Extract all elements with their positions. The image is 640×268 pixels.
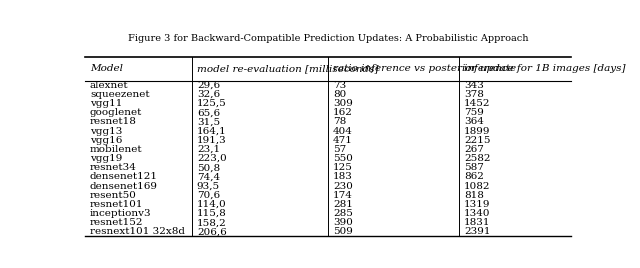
Text: 73: 73 [333, 81, 346, 90]
Text: 285: 285 [333, 209, 353, 218]
Text: 281: 281 [333, 200, 353, 209]
Text: 378: 378 [464, 90, 484, 99]
Text: model re-evaluation [milliseconds]: model re-evaluation [milliseconds] [197, 64, 378, 73]
Text: 29,6: 29,6 [197, 81, 220, 90]
Text: Figure 3 for Backward-Compatible Prediction Updates: A Probabilistic Approach: Figure 3 for Backward-Compatible Predict… [128, 34, 528, 43]
Text: 471: 471 [333, 136, 353, 145]
Text: 404: 404 [333, 126, 353, 136]
Text: vgg19: vgg19 [90, 154, 122, 163]
Text: 164,1: 164,1 [197, 126, 227, 136]
Text: resnet152: resnet152 [90, 218, 143, 227]
Text: 267: 267 [464, 145, 484, 154]
Text: inference for 1B images [days]: inference for 1B images [days] [464, 64, 626, 73]
Text: 223,0: 223,0 [197, 154, 227, 163]
Text: 1899: 1899 [464, 126, 491, 136]
Text: 93,5: 93,5 [197, 181, 220, 191]
Text: 1319: 1319 [464, 200, 491, 209]
Text: 1082: 1082 [464, 181, 491, 191]
Text: 2215: 2215 [464, 136, 491, 145]
Text: 230: 230 [333, 181, 353, 191]
Text: 364: 364 [464, 117, 484, 126]
Text: 587: 587 [464, 163, 484, 172]
Text: 509: 509 [333, 227, 353, 236]
Text: 23,1: 23,1 [197, 145, 220, 154]
Text: resnet34: resnet34 [90, 163, 137, 172]
Text: vgg11: vgg11 [90, 99, 122, 108]
Text: 162: 162 [333, 108, 353, 117]
Text: densenet169: densenet169 [90, 181, 158, 191]
Text: 309: 309 [333, 99, 353, 108]
Text: vgg13: vgg13 [90, 126, 122, 136]
Text: alexnet: alexnet [90, 81, 129, 90]
Text: 862: 862 [464, 172, 484, 181]
Text: 818: 818 [464, 191, 484, 200]
Text: 183: 183 [333, 172, 353, 181]
Text: mobilenet: mobilenet [90, 145, 143, 154]
Text: resnext101 32x8d: resnext101 32x8d [90, 227, 185, 236]
Text: 191,3: 191,3 [197, 136, 227, 145]
Text: resnet18: resnet18 [90, 117, 137, 126]
Text: 390: 390 [333, 218, 353, 227]
Text: Model: Model [90, 64, 123, 73]
Text: 1452: 1452 [464, 99, 491, 108]
Text: 343: 343 [464, 81, 484, 90]
Text: vgg16: vgg16 [90, 136, 122, 145]
Text: 1340: 1340 [464, 209, 491, 218]
Text: 50,8: 50,8 [197, 163, 220, 172]
Text: 31,5: 31,5 [197, 117, 220, 126]
Text: resent50: resent50 [90, 191, 137, 200]
Text: ratio inference vs posterior update: ratio inference vs posterior update [333, 64, 516, 73]
Text: inceptionv3: inceptionv3 [90, 209, 152, 218]
Text: 114,0: 114,0 [197, 200, 227, 209]
Text: squeezenet: squeezenet [90, 90, 150, 99]
Text: 2582: 2582 [464, 154, 491, 163]
Text: 80: 80 [333, 90, 346, 99]
Text: 174: 174 [333, 191, 353, 200]
Text: 206,6: 206,6 [197, 227, 227, 236]
Text: 125: 125 [333, 163, 353, 172]
Text: 32,6: 32,6 [197, 90, 220, 99]
Text: 1831: 1831 [464, 218, 491, 227]
Text: googlenet: googlenet [90, 108, 142, 117]
Text: 125,5: 125,5 [197, 99, 227, 108]
Text: 65,6: 65,6 [197, 108, 220, 117]
Text: 57: 57 [333, 145, 346, 154]
Text: densenet121: densenet121 [90, 172, 158, 181]
Text: 70,6: 70,6 [197, 191, 220, 200]
Text: 74,4: 74,4 [197, 172, 220, 181]
Text: 759: 759 [464, 108, 484, 117]
Text: 550: 550 [333, 154, 353, 163]
Text: 115,8: 115,8 [197, 209, 227, 218]
Text: 2391: 2391 [464, 227, 491, 236]
Text: 158,2: 158,2 [197, 218, 227, 227]
Text: 78: 78 [333, 117, 346, 126]
Text: resnet101: resnet101 [90, 200, 143, 209]
